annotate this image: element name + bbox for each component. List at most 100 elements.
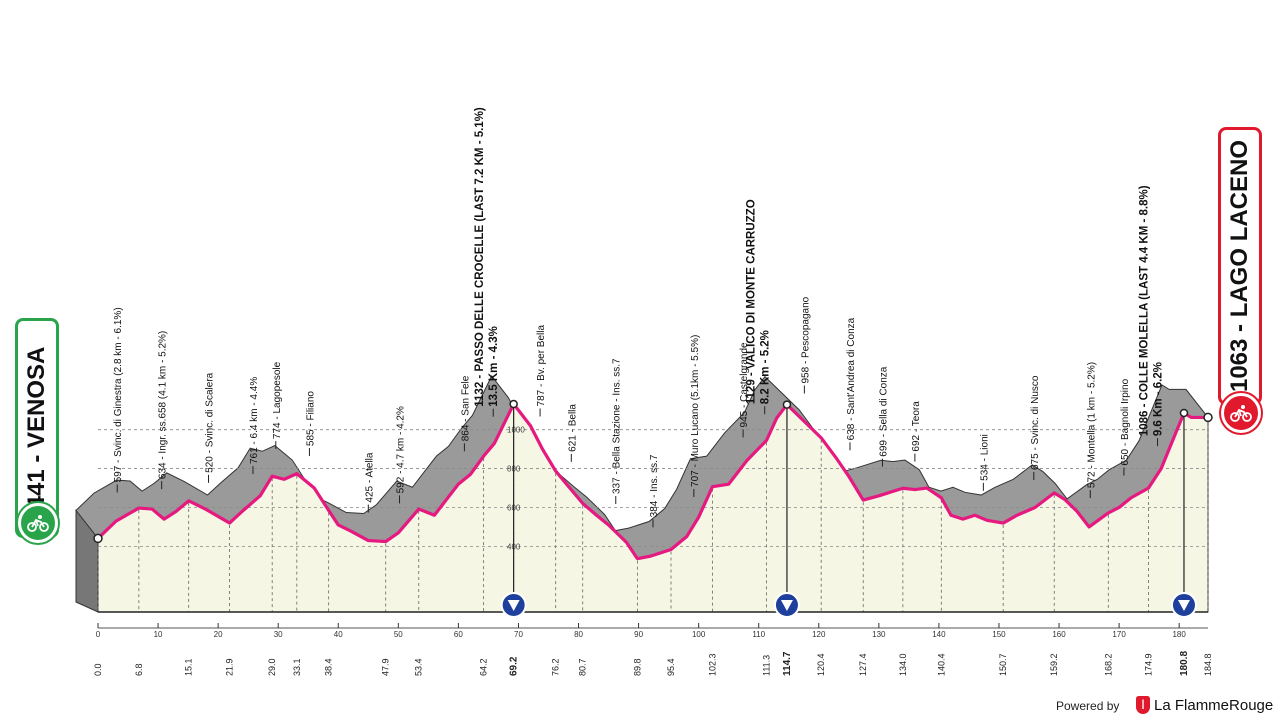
x-scale-tick-label: 150 <box>992 630 1006 639</box>
annotation-label: 8.2 Km - 5.2% <box>760 330 772 404</box>
km-checkpoint-label: 33.1 <box>292 658 302 676</box>
x-scale-tick-label: 120 <box>812 630 826 639</box>
annotation-label: 621 - Bella <box>567 404 578 452</box>
x-scale-tick-label: 170 <box>1112 630 1126 639</box>
chevron-down-icon <box>507 600 520 611</box>
annotation-label: 1132 - PASSO DELLE CROCELLE (LAST 7.2 KM… <box>474 107 486 407</box>
km-checkpoint-label: 38.4 <box>324 658 334 676</box>
km-checkpoint-label: 134.0 <box>898 653 908 676</box>
x-scale-tick-label: 160 <box>1052 630 1066 639</box>
road-line <box>96 402 1208 561</box>
km-checkpoint-label: 80.7 <box>578 658 588 676</box>
x-scale-tick-label: 50 <box>394 630 403 639</box>
annotation-label: 572 - Montella (1 km - 5.2%) <box>1086 362 1097 488</box>
annotation-label: 787 - Bv. per Bella <box>536 324 547 406</box>
annotation-label: 9.6 Km - 6.2% <box>1153 362 1165 436</box>
km-checkpoint-label: 174.9 <box>1144 653 1154 676</box>
annotation-label: 774 - Lagopesole <box>272 361 283 439</box>
annotation-label: 425 - Atella <box>364 452 375 502</box>
annotation-label: 585 - Filiano <box>305 391 316 446</box>
annotation-label: 534 - Lioni <box>979 434 990 481</box>
km-checkpoint-label: 64.2 <box>479 658 489 676</box>
start-cyclist-icon <box>18 503 58 543</box>
km-checkpoint-label: 140.4 <box>936 653 946 676</box>
start-dot <box>93 533 103 544</box>
km-checkpoint-label: 47.9 <box>381 658 391 676</box>
brand-name: La FlammeRouge <box>1154 696 1274 714</box>
feed-marker-dot <box>782 400 792 409</box>
annotation-label: 384 - Ins. ss.7 <box>649 454 660 517</box>
annotation-label: 1129 - VALICO DI MONTE CARRUZZO <box>746 199 758 404</box>
km-checkpoint-label: 168.2 <box>1103 653 1113 676</box>
x-scale-tick-label: 110 <box>752 630 765 639</box>
x-scale-tick-label: 10 <box>154 630 163 639</box>
km-checkpoint-label: 150.7 <box>998 653 1008 676</box>
x-scale-tick-label: 130 <box>872 630 886 639</box>
cyclist-icon <box>27 515 49 532</box>
x-scale-tick-label: 70 <box>514 630 523 639</box>
chevron-down-icon <box>780 600 793 611</box>
km-checkpoint-label: 6.8 <box>134 663 144 676</box>
x-scale-tick-label: 30 <box>274 630 283 639</box>
x-scale-tick-label: 40 <box>334 630 343 639</box>
annotation-label: 634 - Ingr. ss.658 (4.1 km - 5.2%) <box>158 331 169 479</box>
km-checkpoint-label: 53.4 <box>414 658 424 676</box>
brand: | La FlammeRouge <box>1136 696 1273 714</box>
cyclist-icon <box>1230 405 1252 422</box>
powered-by-text: Powered by <box>1056 699 1120 713</box>
flame-logo-icon: | <box>1136 696 1150 714</box>
y-tick-label: 1000 <box>507 426 525 435</box>
annotation-label: 337 - Bella Stazione - Ins. ss.7 <box>612 358 623 494</box>
km-checkpoint-label: 114.7 <box>782 651 793 676</box>
feed-marker-dot <box>509 399 518 409</box>
annotation-label: 864 - San Fele <box>460 375 471 441</box>
chevron-down-icon <box>1177 600 1190 611</box>
x-scale-tick-label: 180 <box>1172 630 1186 639</box>
annotation-label: 945 - Castelgrande <box>739 342 750 427</box>
annotation-label: 638 - Sant'Andrea di Conza <box>846 317 857 440</box>
annotation-label: 675 - Svinc. di Nusco <box>1030 375 1041 470</box>
km-checkpoint-label: 29.0 <box>267 658 277 676</box>
annotation-label: 707 - Muro Lucano (5.1km - 5.5%) <box>690 335 701 487</box>
km-checkpoint-label: 184.8 <box>1203 653 1213 676</box>
x-scale-tick-label: 80 <box>574 630 583 639</box>
km-checkpoint-labels: 0.0 6.8 15.1 21.9 29.0 33.1 38.4 47.9 53.4 64.2 69… <box>93 651 1213 676</box>
annotation-label: 13.5 Km - 4.3% <box>488 326 500 407</box>
km-checkpoint-label: 159.2 <box>1049 653 1059 676</box>
km-checkpoint-label: 120.4 <box>816 653 826 676</box>
annotation-label: 699 - Sella di Conza <box>878 366 889 456</box>
annotation-label: 761 - 6.4 km - 4.4% <box>249 377 260 464</box>
x-scale-tick-label: 60 <box>454 630 463 639</box>
annotations: 597 - Svinc. di Ginestra (2.8 km - 6.1%)… <box>113 107 1165 528</box>
x-scale-tick-label: 0 <box>96 630 101 639</box>
annotation-label: 958 - Pescopagano <box>800 296 811 383</box>
x-scale-tick-label: 100 <box>692 630 706 639</box>
finish-badge: 1063 - LAGO LACENO <box>1218 127 1262 405</box>
km-checkpoint-label: 76.2 <box>551 658 561 676</box>
km-checkpoint-label: 0.0 <box>93 663 103 676</box>
x-scale-tick-label: 90 <box>634 630 643 639</box>
km-checkpoint-label: 127.4 <box>858 653 868 676</box>
annotation-label: 592 - 4.7 km - 4.2% <box>396 406 407 493</box>
annotation-label: 650 - Bagnoli Irpino <box>1120 378 1131 465</box>
km-checkpoint-label: 180.8 <box>1179 651 1190 676</box>
km-checkpoint-label: 102.3 <box>707 653 717 676</box>
x-scale-tick-label: 20 <box>214 630 223 639</box>
km-checkpoint-label: 111.3 <box>762 655 772 676</box>
km-checkpoint-label: 89.8 <box>632 658 642 676</box>
x-scale-tick-label: 140 <box>932 630 946 639</box>
km-checkpoint-label: 69.2 <box>509 656 520 676</box>
km-checkpoint-label: 95.4 <box>666 658 676 676</box>
annotation-label: 520 - Svinc. di Scalera <box>205 372 216 472</box>
feed-marker-dot <box>1179 408 1189 418</box>
annotation-label: 692 - Teora <box>911 401 922 452</box>
start-label: 441 - VENOSA <box>23 346 50 510</box>
annotation-label: 597 - Svinc. di Ginestra (2.8 km - 6.1%) <box>113 307 124 482</box>
start-badge: 441 - VENOSA <box>15 318 59 538</box>
km-checkpoint-label: 21.9 <box>225 658 235 676</box>
x-axis-scale-ticks: 0 10 20 30 40 50 60 70 80 90 100 110 120 130 140 150 160… <box>96 623 1186 639</box>
annotation-label: 1086 - COLLE MOLELLA (LAST 4.4 KM - 8.8%… <box>1139 185 1151 436</box>
km-checkpoint-label: 15.1 <box>184 658 194 676</box>
